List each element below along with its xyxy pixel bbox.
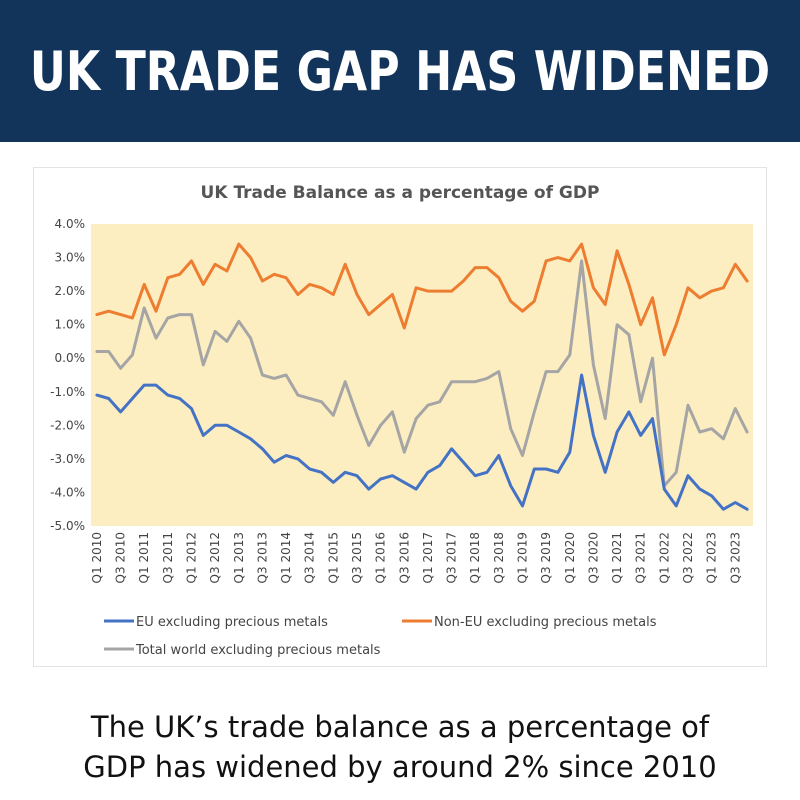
caption-line-1: The UK’s trade balance as a percentage o… — [90, 710, 710, 744]
x-tick-label: Q1 2021 — [610, 532, 624, 583]
legend-label-non-eu: Non-EU excluding precious metals — [434, 615, 657, 630]
x-tick-label: Q1 2012 — [184, 532, 198, 583]
legend: EU excluding precious metals Non-EU excl… — [104, 615, 657, 658]
x-tick-label: Q3 2019 — [539, 532, 553, 583]
x-tick-label: Q3 2013 — [255, 532, 269, 583]
x-tick-label: Q3 2023 — [728, 532, 742, 583]
x-tick-label: Q1 2022 — [657, 532, 671, 583]
x-tick-label: Q1 2019 — [515, 532, 529, 583]
y-tick-label: -2.0% — [50, 418, 85, 432]
x-tick-label: Q1 2010 — [90, 532, 104, 583]
series-line-total — [95, 259, 749, 488]
x-tick-label: Q1 2014 — [279, 532, 293, 583]
x-tick-label: Q1 2018 — [468, 532, 482, 583]
y-tick-label: 4.0% — [55, 217, 86, 231]
x-tick-label: Q1 2011 — [137, 532, 151, 583]
y-tick-label: -1.0% — [50, 385, 85, 399]
x-tick-label: Q3 2012 — [208, 532, 222, 583]
y-tick-label: 2.0% — [55, 284, 86, 298]
caption: The UK’s trade balance as a percentage o… — [0, 707, 800, 787]
x-tick-label: Q3 2015 — [350, 532, 364, 583]
x-tick-label: Q3 2022 — [681, 532, 695, 583]
y-tick-label: 3.0% — [55, 251, 86, 265]
legend-label-total: Total world excluding precious metals — [135, 643, 381, 658]
header-banner — [0, 0, 800, 142]
x-tick-label: Q1 2017 — [421, 532, 435, 583]
x-tick-label: Q3 2010 — [114, 532, 128, 583]
legend-label-eu: EU excluding precious metals — [136, 615, 328, 630]
x-tick-label: Q1 2016 — [374, 532, 388, 583]
y-tick-label: -4.0% — [50, 485, 85, 499]
x-tick-label: Q1 2020 — [563, 532, 577, 583]
x-tick-label: Q1 2013 — [232, 532, 246, 583]
y-axis: 4.0% 3.0% 2.0% 1.0% 0.0% -1.0% -2.0% -3.0% -4.0%… — [50, 217, 85, 533]
x-tick-label: Q3 2021 — [634, 532, 648, 583]
y-tick-label: 1.0% — [55, 318, 86, 332]
x-tick-label: Q3 2011 — [161, 532, 175, 583]
x-tick-label: Q3 2014 — [303, 532, 317, 583]
x-axis: Q1 2010 Q3 2010 Q1 2011 Q3 2011 Q1 2012 Q3 20… — [90, 532, 742, 583]
x-tick-label: Q1 2023 — [705, 532, 719, 583]
y-tick-label: 0.0% — [55, 351, 86, 365]
x-tick-label: Q3 2016 — [397, 532, 411, 583]
chart-card: UK Trade Balance as a percentage of GDP … — [33, 167, 767, 667]
headline: UK TRADE GAP HAS WIDENED — [29, 39, 771, 103]
y-tick-label: -3.0% — [50, 452, 85, 466]
x-tick-label: Q3 2020 — [586, 532, 600, 583]
y-tick-label: -5.0% — [50, 519, 85, 533]
x-tick-label: Q3 2017 — [445, 532, 459, 583]
series-line-eu — [95, 373, 749, 511]
series-line-non-eu — [95, 242, 749, 357]
x-tick-label: Q3 2018 — [492, 532, 506, 583]
trade-balance-chart: UK Trade Balance as a percentage of GDP … — [50, 183, 753, 658]
caption-line-2: GDP has widened by around 2% since 2010 — [83, 750, 717, 784]
plot-area — [91, 224, 753, 526]
x-tick-label: Q1 2015 — [326, 532, 340, 583]
series-lines — [95, 242, 749, 511]
chart-title: UK Trade Balance as a percentage of GDP — [201, 183, 600, 203]
